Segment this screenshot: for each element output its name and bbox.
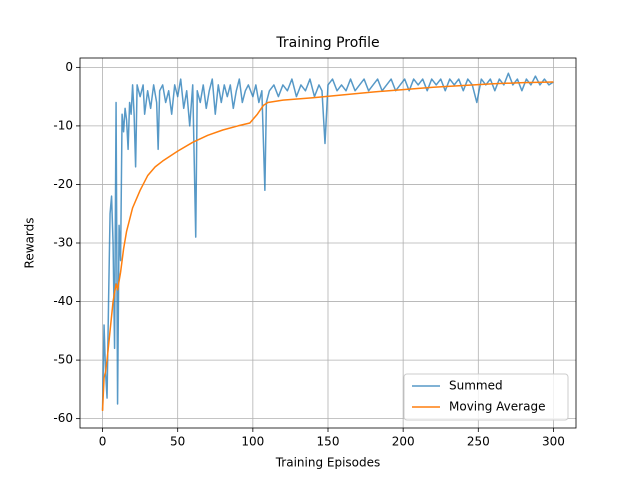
y-tick-label: -30 (53, 236, 73, 250)
series-line (101, 72, 554, 410)
y-tick-label: -50 (53, 353, 73, 367)
x-tick-label: 0 (99, 435, 107, 449)
plot-frame (79, 57, 577, 429)
y-tick-label: -20 (53, 177, 73, 191)
y-tick-label: -60 (53, 411, 73, 425)
x-tick-label: 250 (467, 435, 490, 449)
y-tick-label: -40 (53, 294, 73, 308)
x-tick-label: 150 (317, 435, 340, 449)
legend-box (403, 373, 569, 421)
legend-label: Summed (449, 379, 503, 393)
x-tick-label: 50 (170, 435, 185, 449)
x-tick-label: 200 (392, 435, 415, 449)
x-tick-label: 100 (241, 435, 264, 449)
legend-label: Moving Average (449, 400, 545, 414)
y-tick-label: -10 (53, 118, 73, 132)
chart-title: Training Profile (275, 35, 379, 51)
x-axis-label: Training Episodes (275, 456, 381, 470)
series-line (101, 81, 554, 412)
y-tick-label: 0 (65, 60, 73, 74)
x-tick-label: 300 (542, 435, 565, 449)
y-axis-label: Rewards (23, 218, 37, 269)
